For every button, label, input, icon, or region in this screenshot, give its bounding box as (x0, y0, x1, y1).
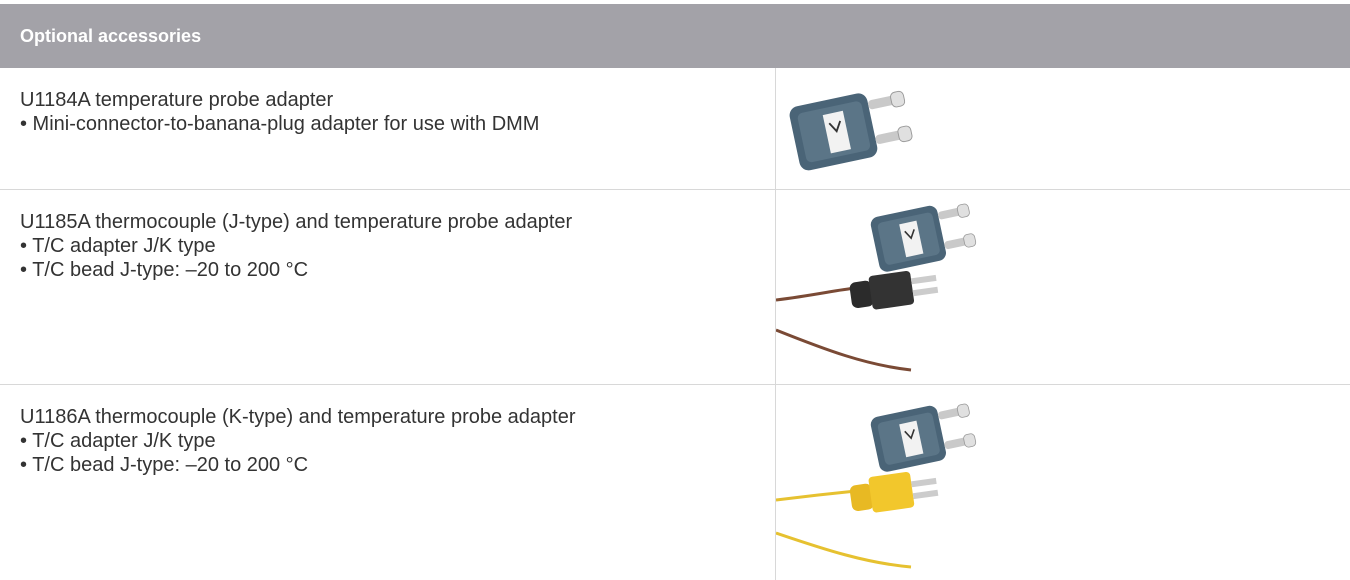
row-bullet: • T/C bead J-type: –20 to 200 °C (20, 258, 600, 282)
product-image (776, 68, 976, 190)
table-header: Optional accessories (0, 4, 1350, 68)
row-text: U1184A temperature probe adapter • Mini-… (20, 88, 600, 136)
row-title: U1184A temperature probe adapter (20, 88, 600, 112)
row-title: U1185A thermocouple (J-type) and tempera… (20, 210, 600, 234)
product-image (776, 385, 996, 580)
product-image (776, 190, 996, 385)
row-bullet: • Mini-connector-to-banana-plug adapter … (20, 112, 600, 136)
row-text: U1186A thermocouple (K-type) and tempera… (20, 405, 600, 477)
page: Optional accessories U1184A temperature … (0, 0, 1350, 580)
row-bullet: • T/C bead J-type: –20 to 200 °C (20, 453, 600, 477)
row-title: U1186A thermocouple (K-type) and tempera… (20, 405, 600, 429)
row-bullet: • T/C adapter J/K type (20, 429, 600, 453)
row-bullet: • T/C adapter J/K type (20, 234, 600, 258)
table-row: U1184A temperature probe adapter • Mini-… (0, 68, 1350, 190)
row-text: U1185A thermocouple (J-type) and tempera… (20, 210, 600, 282)
header-title: Optional accessories (20, 26, 201, 47)
table-row: U1185A thermocouple (J-type) and tempera… (0, 190, 1350, 385)
table-row: U1186A thermocouple (K-type) and tempera… (0, 385, 1350, 580)
